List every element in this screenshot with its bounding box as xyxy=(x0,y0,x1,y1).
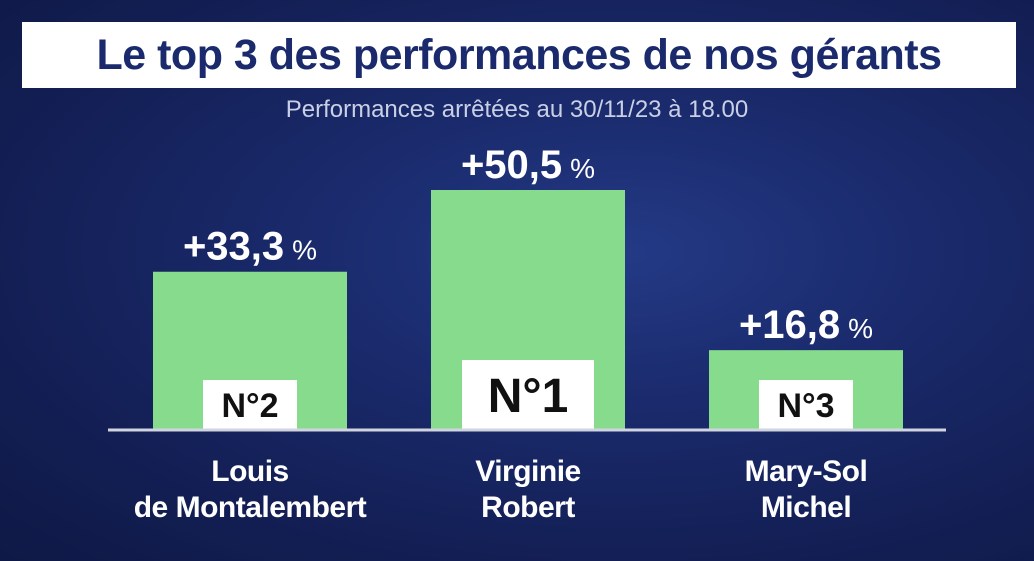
category-label-line: Robert xyxy=(481,491,575,524)
rank-label: N°3 xyxy=(777,387,834,425)
category-label: Virginie Robert xyxy=(388,454,668,526)
data-label-value: +33,3 xyxy=(183,225,284,269)
category-label-line: Mary-Sol xyxy=(744,455,868,488)
bar-group: N°2 +33,3% xyxy=(153,225,347,430)
bar-group: N°1 +50,5% xyxy=(431,143,625,430)
data-label-value: +50,5 xyxy=(461,143,562,187)
category-label-line: Virginie xyxy=(475,455,581,488)
category-label-line: de Montalembert xyxy=(133,491,367,524)
rank-box xyxy=(203,380,297,430)
category-label: Louis de Montalembert xyxy=(110,454,390,526)
chart-title: Le top 3 des performances de nos gérants xyxy=(96,30,942,79)
data-label-unit: % xyxy=(570,153,595,184)
chart-subtitle: Performances arrêtées au 30/11/23 à 18.0… xyxy=(285,96,749,123)
rank-label: N°2 xyxy=(221,387,278,425)
data-label: +16,8% xyxy=(739,303,873,347)
bar-group: N°3 +16,8% xyxy=(709,303,903,430)
data-label-value: +16,8 xyxy=(739,303,840,347)
rank-box xyxy=(759,380,853,430)
rank-box xyxy=(462,360,594,430)
category-label: Mary-Sol Michel xyxy=(666,454,946,526)
category-label-line: Louis xyxy=(211,455,289,488)
title-banner: Le top 3 des performances de nos gérants xyxy=(22,22,1016,88)
rank-label: N°1 xyxy=(488,370,569,423)
data-label: +33,3% xyxy=(183,225,317,269)
data-label: +50,5% xyxy=(461,143,595,187)
data-label-unit: % xyxy=(848,313,873,344)
data-label-unit: % xyxy=(292,235,317,266)
category-label-line: Michel xyxy=(760,491,852,524)
